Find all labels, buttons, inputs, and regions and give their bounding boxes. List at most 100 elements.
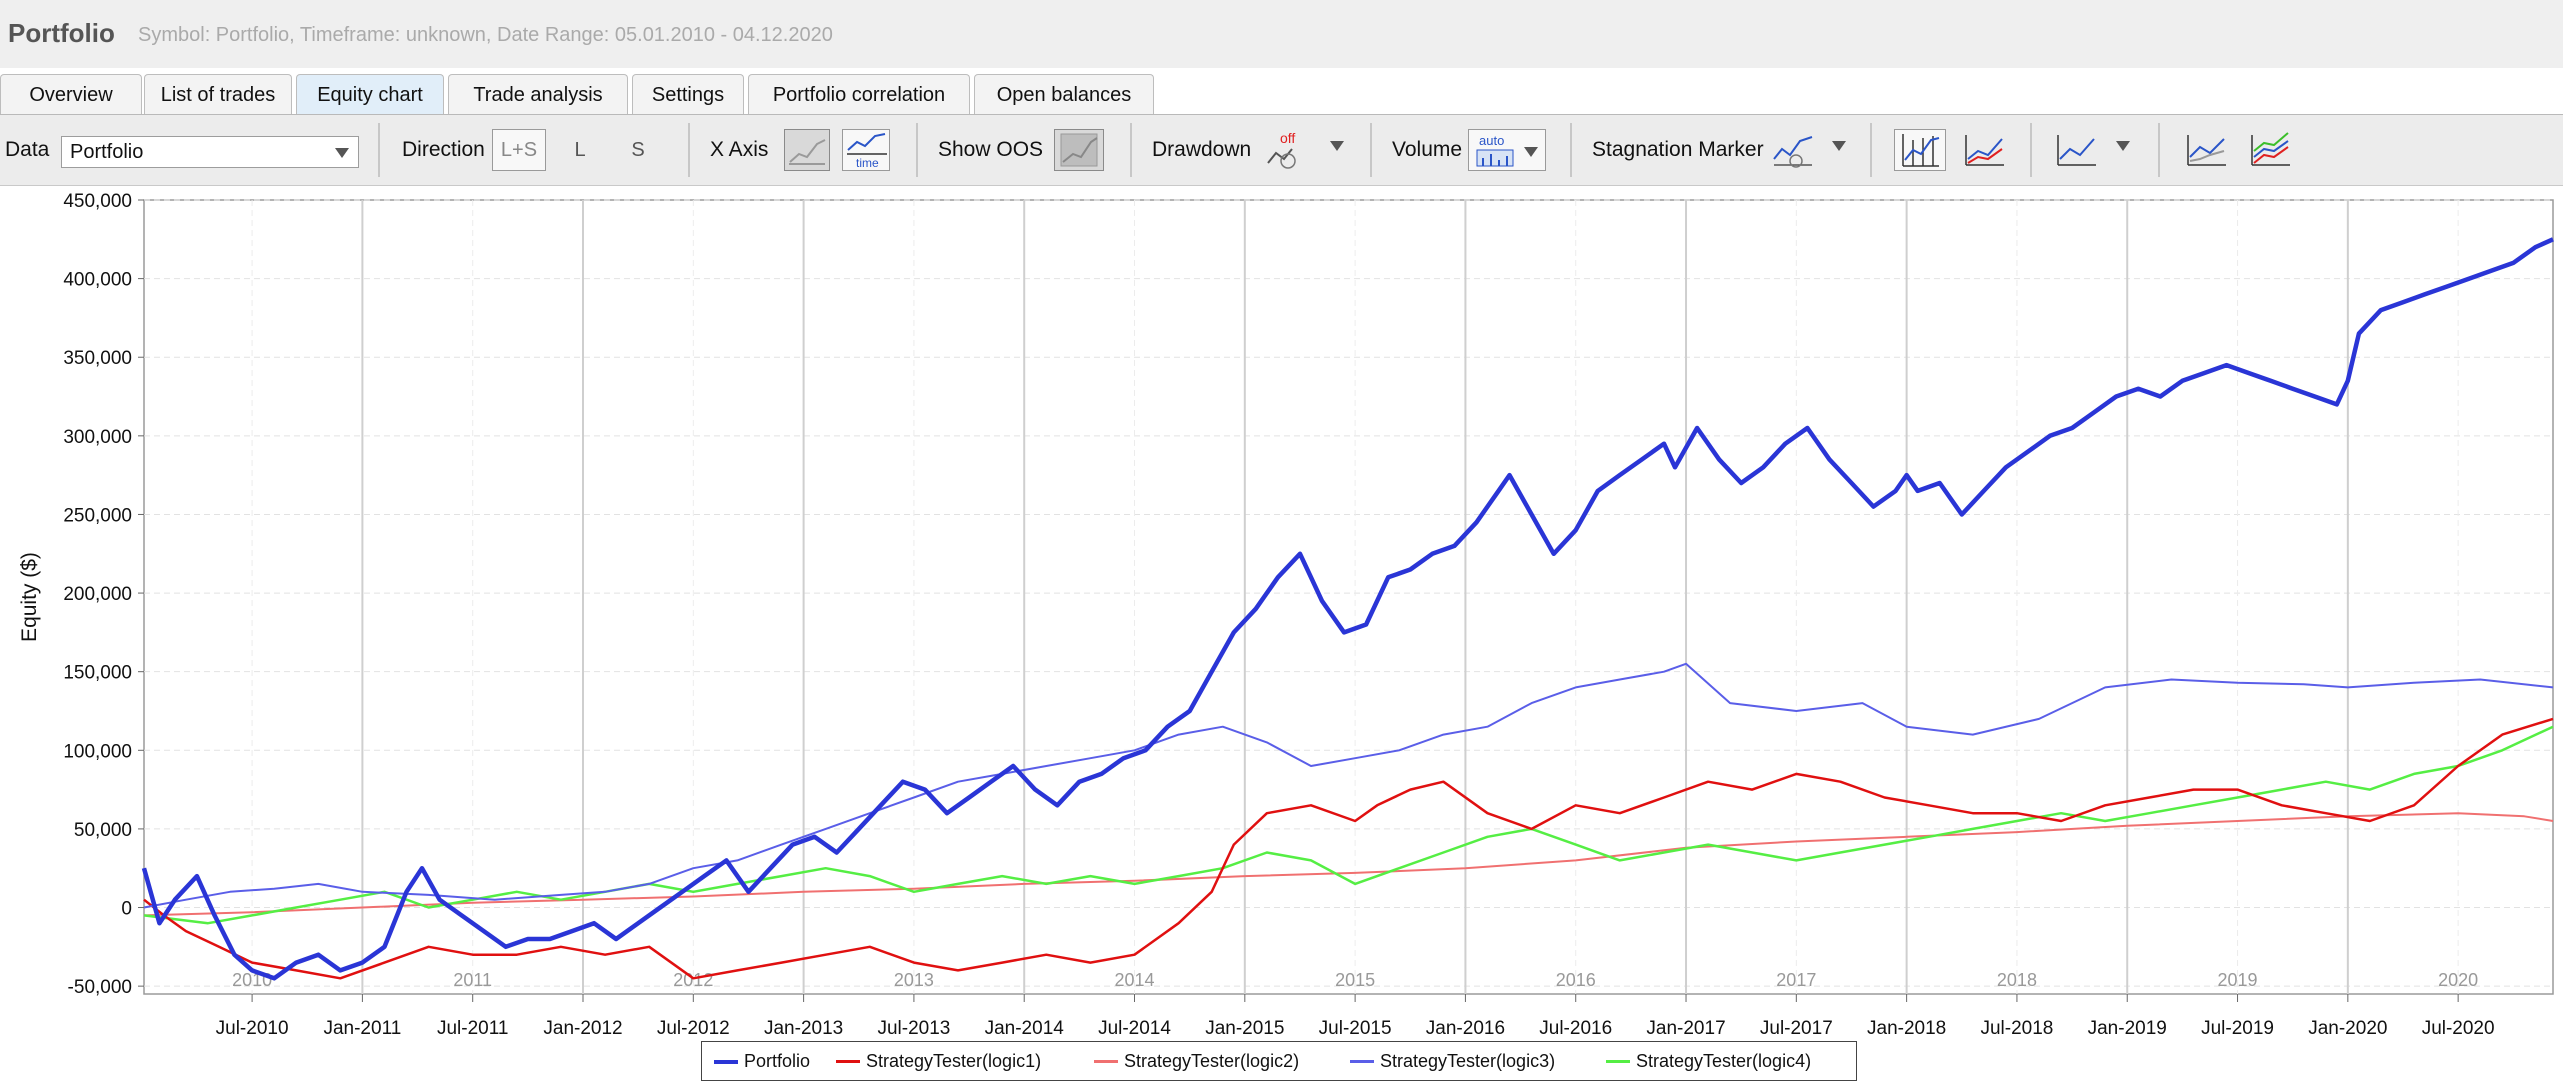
tab-open-balances[interactable]: Open balances [974,74,1154,114]
data-select[interactable]: Portfolio [61,136,359,168]
chart-bars-view-button[interactable] [1894,129,1946,171]
x-tick-label: Jul-2015 [1319,1018,1392,1035]
x-tick-label: Jul-2018 [1980,1018,2053,1035]
legend-item-logic2[interactable]: StrategyTester(logic2) [1124,1051,1300,1071]
toolbar-separator [1370,123,1372,177]
direction-label: Direction [402,138,485,161]
chart-line-button[interactable] [2054,129,2100,171]
x-tick-label: Jul-2014 [1098,1018,1171,1035]
direction-l-button[interactable]: L [574,139,586,161]
x-tick-label: Jul-2011 [437,1018,508,1035]
volume-button[interactable]: auto [1468,129,1546,171]
y-tick-label: 150,000 [63,663,132,684]
tab-settings[interactable]: Settings [632,74,744,114]
x-tick-label: Jan-2012 [543,1018,622,1035]
tab-portfolio-correlation[interactable]: Portfolio correlation [748,74,970,114]
legend-swatch-logic4 [1606,1060,1630,1063]
year-label: 2015 [1335,970,1375,990]
year-label: 2017 [1776,970,1816,990]
plot-area [143,199,2554,995]
toolbar-separator [688,123,690,177]
equity-chart-svg: 450,000 400,000 350,000 300,000 250,000 200,0… [18,191,2554,1039]
xaxis-time-button[interactable]: time [842,129,890,171]
show-oos-label: Show OOS [938,138,1044,161]
multi-line-chart-icon [2251,132,2290,166]
drawdown-dropdown-arrow[interactable] [1330,141,1344,151]
tab-list-of-trades[interactable]: List of trades [144,74,292,114]
x-tick-label: Jan-2017 [1646,1018,1725,1035]
dual-line-chart-icon [1965,135,2004,166]
toolbar-separator [2030,123,2032,177]
y-tick-label: 300,000 [63,427,132,448]
x-tick-label: Jul-2012 [657,1018,730,1035]
x-tick-label: Jan-2014 [985,1018,1065,1035]
y-tick-label: 0 [121,899,132,920]
chart-all-series-button[interactable] [2248,129,2294,171]
toolbar-separator [916,123,918,177]
x-tick-label: Jul-2016 [1539,1018,1612,1035]
time-axis-icon: time [847,133,887,170]
series-line-logic4 [143,725,2554,925]
year-label: 2019 [2218,970,2258,990]
chevron-down-icon [335,148,349,158]
x-tick-label: Jan-2011 [323,1018,401,1035]
drawdown-label: Drawdown [1152,138,1252,161]
legend-swatch-portfolio [714,1060,738,1064]
volume-label: Volume [1392,138,1463,161]
volume-icon: auto [1476,133,1538,167]
show-oos-button[interactable] [1054,129,1104,171]
time-axis-text: time [856,156,879,170]
x-tick-label: Jan-2015 [1205,1018,1284,1035]
y-tick-label: 200,000 [63,584,132,605]
y-tick-label: 350,000 [63,348,132,369]
data-label: Data [5,138,50,161]
legend-item-logic3[interactable]: StrategyTester(logic3) [1380,1051,1556,1071]
legend-item-logic1[interactable]: StrategyTester(logic1) [866,1051,1042,1071]
year-label: 2014 [1114,970,1154,990]
direction-s-button[interactable]: S [631,139,645,161]
stagnation-marker-button[interactable] [1772,129,1816,171]
stagnation-dropdown-arrow[interactable] [1832,141,1846,151]
x-axis: Jul-2010 Jan-2011 Jul-2011 Jan-2012 Jul-2012… [216,970,2495,1039]
drawdown-off-text: off [1280,130,1295,146]
direction-ls-button[interactable]: L+S [492,129,546,171]
y-tick-label: 100,000 [63,741,132,762]
year-label: 2011 [453,970,492,990]
chart-dual-line-button[interactable] [1962,129,2008,171]
x-tick-label: Jan-2016 [1426,1018,1505,1035]
tab-equity-chart[interactable]: Equity chart [296,74,444,114]
y-tick-label: 400,000 [63,270,132,291]
chart-compare-button[interactable] [2184,129,2230,171]
stagnation-marker-label: Stagnation Marker [1592,138,1764,161]
grid [144,199,2553,994]
x-tick-label: Jul-2013 [877,1018,950,1035]
legend-swatch-logic1 [836,1060,860,1063]
toolbar-separator [1570,123,1572,177]
drawdown-button[interactable]: off [1266,129,1310,171]
line-chart-icon [2057,135,2096,166]
toolbar-separator [2158,123,2160,177]
chart-line-dropdown-arrow[interactable] [2116,141,2130,151]
legend-swatch-logic2 [1094,1060,1118,1063]
x-tick-label: Jul-2019 [2201,1018,2274,1035]
data-select-value: Portfolio [70,141,144,163]
legend-item-portfolio[interactable]: Portfolio [744,1051,811,1071]
series-line-logic1 [143,717,2554,980]
xaxis-trades-button[interactable] [784,129,830,171]
x-tick-label: Jan-2018 [1867,1018,1946,1035]
series-line-logic3 [143,662,2554,909]
oos-chart-icon [1060,133,1098,167]
app-title: Portfolio [8,18,115,48]
toolbar-separator [1870,123,1872,177]
year-label: 2016 [1556,970,1596,990]
tab-trade-analysis[interactable]: Trade analysis [448,74,628,114]
drawdown-icon: off [1267,130,1296,169]
legend-swatch-logic3 [1350,1060,1374,1063]
toolbar-separator [378,123,380,177]
x-tick-label: Jul-2020 [2422,1018,2495,1035]
tab-overview[interactable]: Overview [0,74,142,114]
legend-item-logic4[interactable]: StrategyTester(logic4) [1636,1051,1812,1071]
x-tick-label: Jul-2017 [1760,1018,1833,1035]
title-bar: Portfolio Symbol: Portfolio, Timeframe: … [0,0,2563,68]
volume-auto-text: auto [1479,133,1504,148]
